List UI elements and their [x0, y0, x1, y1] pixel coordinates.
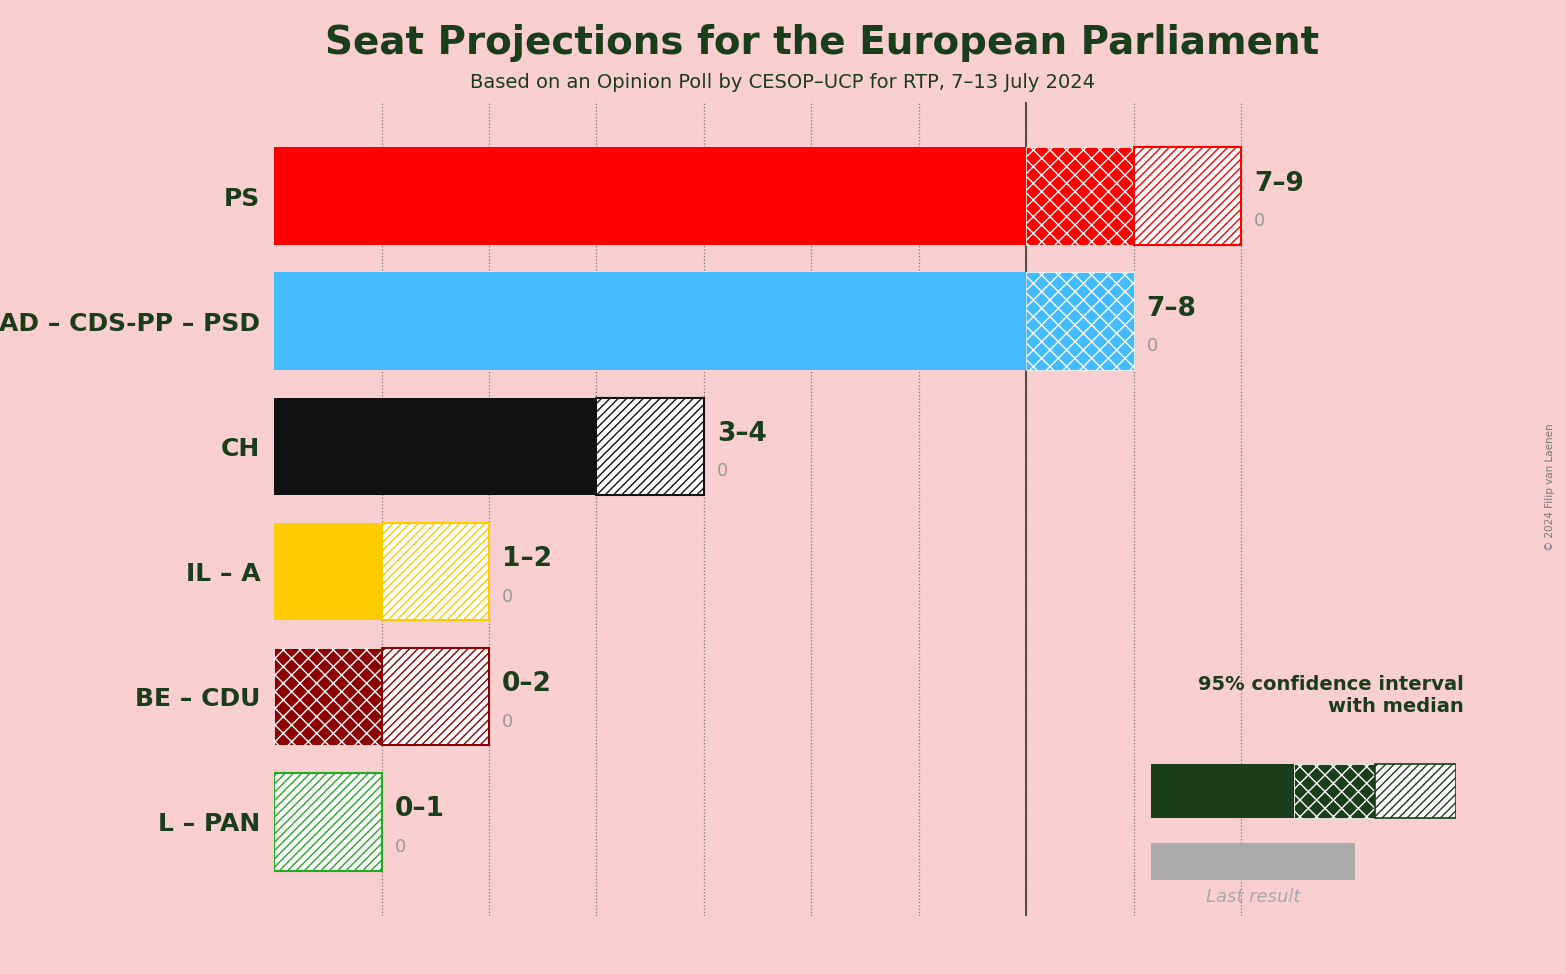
- Text: 7–9: 7–9: [1254, 170, 1304, 197]
- Text: 3–4: 3–4: [717, 421, 767, 447]
- Text: 0–1: 0–1: [395, 796, 445, 822]
- Bar: [274, 397, 597, 495]
- Bar: [1151, 765, 1294, 818]
- Bar: [274, 273, 1026, 370]
- Bar: [1026, 147, 1134, 244]
- Text: Based on an Opinion Poll by CESOP–UCP for RTP, 7–13 July 2024: Based on an Opinion Poll by CESOP–UCP fo…: [470, 73, 1096, 93]
- Bar: [382, 648, 489, 745]
- Text: 0: 0: [1254, 212, 1265, 230]
- Text: 0–2: 0–2: [501, 671, 551, 697]
- Bar: [1151, 843, 1355, 880]
- Title: Seat Projections for the European Parliament: Seat Projections for the European Parlia…: [326, 23, 1319, 61]
- Text: 0: 0: [395, 838, 406, 856]
- Text: 0: 0: [501, 713, 514, 730]
- Text: 0: 0: [501, 587, 514, 606]
- Bar: [274, 523, 382, 620]
- Bar: [382, 523, 489, 620]
- Text: 0: 0: [717, 463, 728, 480]
- Bar: [597, 397, 705, 495]
- Bar: [1375, 765, 1456, 818]
- Bar: [274, 648, 382, 745]
- Bar: [274, 147, 1026, 244]
- Text: 7–8: 7–8: [1146, 296, 1196, 321]
- Text: © 2024 Filip van Laenen: © 2024 Filip van Laenen: [1546, 423, 1555, 551]
- Bar: [1294, 765, 1375, 818]
- Text: Last result: Last result: [1206, 888, 1300, 906]
- Text: 1–2: 1–2: [501, 546, 551, 572]
- Text: 0: 0: [1146, 337, 1157, 356]
- Bar: [1134, 147, 1242, 244]
- Bar: [1026, 273, 1134, 370]
- Bar: [274, 773, 382, 871]
- Text: 95% confidence interval
with median: 95% confidence interval with median: [1198, 675, 1464, 716]
